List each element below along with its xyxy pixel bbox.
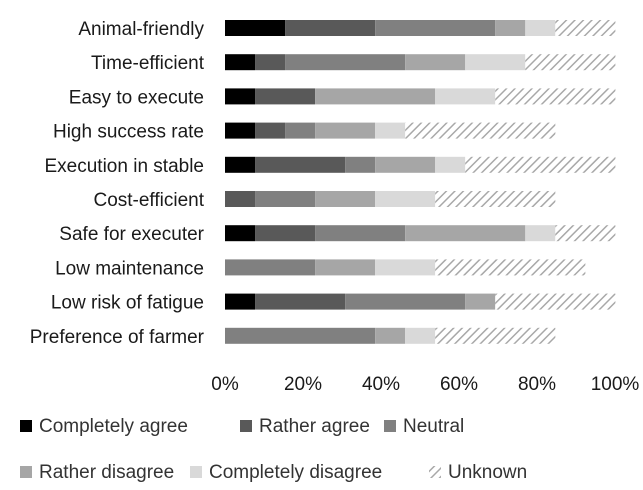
legend-label: Completely disagree [209, 462, 382, 483]
bar-segment-easy-to-execute-completely-agree [225, 88, 256, 105]
bar-segment-time-efficient-unknown [525, 54, 616, 71]
bar-segment-safe-for-executer-unknown [555, 225, 616, 242]
bar-segment-easy-to-execute-rather-agree [255, 88, 316, 105]
bar-segment-safe-for-executer-completely-disagree [525, 225, 556, 242]
bar-segment-time-efficient-rather-disagree [405, 54, 466, 71]
bar-segment-animal-friendly-unknown [555, 20, 616, 36]
bar-segment-animal-friendly-completely-disagree [525, 20, 556, 36]
bar-segment-low-risk-of-fatigue-rather-agree [255, 293, 346, 310]
legend-item-unknown: Unknown [429, 462, 527, 483]
legend-label: Unknown [448, 462, 527, 483]
bar-segment-easy-to-execute-rather-disagree [315, 88, 436, 105]
bar-segment-execution-in-stable-completely-disagree [435, 156, 466, 173]
legend-swatch [240, 420, 252, 432]
bar-segment-low-risk-of-fatigue-unknown [495, 293, 616, 310]
bar-segment-preference-of-farmer-neutral [225, 327, 376, 344]
bar-segment-high-success-rate-completely-agree [225, 122, 256, 139]
x-tick-label: 100% [591, 374, 640, 395]
x-axis-ticks: 0% 20% 40% 60% 80% 100% [211, 374, 639, 395]
legend-swatch [190, 466, 202, 478]
legend-item-completely-agree: Completely agree [20, 416, 188, 437]
bar-segment-low-risk-of-fatigue-completely-agree [225, 293, 256, 310]
legend: Completely agree Rather agree Neutral Rathe… [20, 416, 527, 483]
bar-segment-high-success-rate-neutral [285, 122, 316, 139]
bar-segment-high-success-rate-unknown [405, 122, 556, 139]
bar-segment-preference-of-farmer-completely-disagree [405, 327, 436, 344]
bar-segment-low-risk-of-fatigue-neutral [345, 293, 466, 310]
category-labels: Animal-friendly Time-efficient Easy to exe… [30, 19, 205, 348]
bar-segment-execution-in-stable-unknown [465, 156, 616, 173]
category-label-animal-friendly: Animal-friendly [78, 19, 204, 40]
bar-segment-low-risk-of-fatigue-rather-disagree [465, 293, 496, 310]
bar-segment-cost-efficient-unknown [435, 191, 556, 207]
bar-segment-cost-efficient-rather-agree [225, 191, 256, 207]
legend-swatch [20, 466, 32, 478]
bar-area [225, 20, 616, 344]
bar-segment-time-efficient-completely-agree [225, 54, 256, 71]
x-tick-label: 80% [518, 374, 556, 395]
category-label-low-risk-of-fatigue: Low risk of fatigue [51, 293, 204, 314]
legend-item-rather-agree: Rather agree [240, 416, 370, 437]
bar-segment-safe-for-executer-rather-disagree [405, 225, 526, 242]
category-label-high-success-rate: High success rate [53, 122, 204, 143]
bar-segment-time-efficient-completely-disagree [465, 54, 526, 71]
bar-segment-preference-of-farmer-rather-disagree [375, 327, 406, 344]
bar-segment-time-efficient-rather-agree [255, 54, 286, 71]
bar-segment-high-success-rate-completely-disagree [375, 122, 406, 139]
bar-segment-cost-efficient-completely-disagree [375, 191, 436, 207]
category-label-preference-of-farmer: Preference of farmer [30, 327, 205, 348]
category-label-time-efficient: Time-efficient [91, 53, 205, 74]
bar-segment-animal-friendly-rather-agree [285, 20, 376, 36]
bar-segment-easy-to-execute-unknown [495, 88, 616, 105]
legend-label: Completely agree [39, 416, 188, 437]
legend-item-completely-disagree: Completely disagree [190, 462, 382, 483]
bar-segment-cost-efficient-neutral [255, 191, 316, 207]
bar-segment-execution-in-stable-completely-agree [225, 156, 256, 173]
x-tick-label: 0% [211, 374, 239, 395]
x-tick-label: 60% [440, 374, 478, 395]
bar-segment-execution-in-stable-rather-agree [255, 156, 346, 173]
legend-item-rather-disagree: Rather disagree [20, 462, 174, 483]
bar-segment-safe-for-executer-neutral [315, 225, 406, 242]
bar-segment-safe-for-executer-completely-agree [225, 225, 256, 242]
category-label-cost-efficient: Cost-efficient [93, 190, 204, 211]
legend-item-neutral: Neutral [384, 416, 464, 437]
legend-swatch [20, 420, 32, 432]
bar-segment-high-success-rate-rather-agree [255, 122, 286, 139]
category-label-execution-in-stable: Execution in stable [45, 156, 205, 177]
bar-segment-preference-of-farmer-unknown [435, 327, 556, 344]
category-label-safe-for-executer: Safe for executer [59, 224, 204, 245]
bar-segment-high-success-rate-rather-disagree [315, 122, 376, 139]
bar-segment-safe-for-executer-rather-agree [255, 225, 316, 242]
x-tick-label: 20% [284, 374, 322, 395]
legend-swatch [384, 420, 396, 432]
bar-segment-animal-friendly-neutral [375, 20, 496, 36]
bar-segment-animal-friendly-rather-disagree [495, 20, 526, 36]
bar-segment-execution-in-stable-rather-disagree [375, 156, 436, 173]
x-tick-label: 40% [362, 374, 400, 395]
bar-segment-low-maintenance-neutral [225, 259, 316, 276]
bar-segment-time-efficient-neutral [285, 54, 406, 71]
legend-label: Rather disagree [39, 462, 174, 483]
bar-segment-low-maintenance-rather-disagree [315, 259, 376, 276]
legend-label: Neutral [403, 416, 464, 437]
bar-segment-low-maintenance-completely-disagree [375, 259, 436, 276]
bar-segment-execution-in-stable-neutral [345, 156, 376, 173]
bar-segment-low-maintenance-unknown [435, 259, 586, 276]
bar-segment-easy-to-execute-completely-disagree [435, 88, 496, 105]
legend-swatch [429, 466, 441, 478]
category-label-low-maintenance: Low maintenance [55, 258, 204, 279]
bar-segment-cost-efficient-rather-disagree [315, 191, 376, 207]
category-label-easy-to-execute: Easy to execute [69, 87, 204, 108]
bar-segment-animal-friendly-completely-agree [225, 20, 286, 36]
legend-label: Rather agree [259, 416, 370, 437]
